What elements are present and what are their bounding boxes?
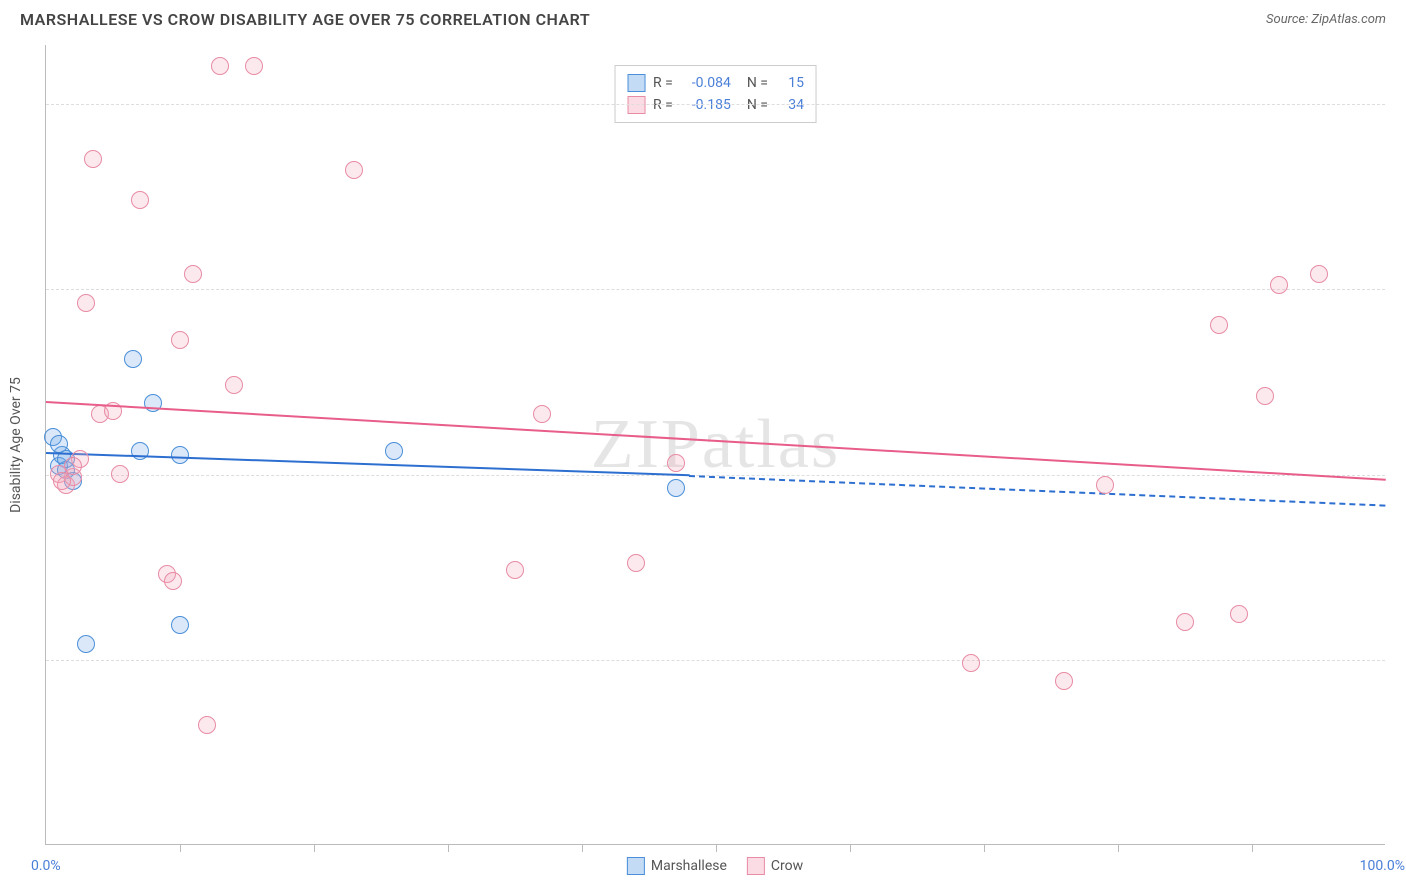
x-tick (984, 844, 985, 852)
x-tick (582, 844, 583, 852)
x-tick (1252, 844, 1253, 852)
r-label: R = (653, 75, 673, 91)
x-tick (850, 844, 851, 852)
data-point (225, 376, 243, 394)
r-value: -0.084 (681, 75, 731, 91)
legend-item: Crow (747, 857, 803, 875)
x-tick (1118, 844, 1119, 852)
stats-legend: R =-0.084N =15R =-0.185N =34 (614, 65, 817, 123)
plot-area: ZIPatlas Disability Age Over 75 0.0% 100… (45, 45, 1385, 845)
data-point (164, 572, 182, 590)
data-point (53, 472, 71, 490)
y-tick-label: 50.0% (1395, 467, 1406, 483)
n-label: N = (747, 75, 768, 91)
data-point (1176, 613, 1194, 631)
data-point (184, 265, 202, 283)
data-point (385, 442, 403, 460)
y-axis-label: Disability Age Over 75 (8, 377, 24, 513)
data-point (245, 57, 263, 75)
data-point (627, 554, 645, 572)
data-point (211, 57, 229, 75)
data-point (131, 442, 149, 460)
legend-swatch (747, 857, 765, 875)
gridline-h (46, 660, 1385, 661)
data-point (345, 161, 363, 179)
data-point (1270, 276, 1288, 294)
data-point (1055, 672, 1073, 690)
legend-series-name: Crow (771, 858, 803, 874)
chart-container: ZIPatlas Disability Age Over 75 0.0% 100… (45, 45, 1385, 845)
data-point (84, 150, 102, 168)
data-point (171, 331, 189, 349)
regression-line (46, 452, 689, 476)
chart-title: MARSHALLESE VS CROW DISABILITY AGE OVER … (20, 10, 590, 29)
x-tick (716, 844, 717, 852)
data-point (1310, 265, 1328, 283)
data-point (667, 479, 685, 497)
data-point (1096, 476, 1114, 494)
data-point (124, 350, 142, 368)
data-point (667, 454, 685, 472)
x-axis-min-label: 0.0% (31, 858, 61, 874)
x-tick (314, 844, 315, 852)
y-tick-label: 75.0% (1395, 281, 1406, 297)
data-point (198, 716, 216, 734)
data-point (506, 561, 524, 579)
data-point (1230, 605, 1248, 623)
legend-series-name: Marshallese (651, 858, 727, 874)
data-point (131, 191, 149, 209)
legend-swatch (627, 857, 645, 875)
data-point (533, 405, 551, 423)
legend-item: Marshallese (627, 857, 727, 875)
n-value: 15 (776, 75, 804, 91)
regression-line (46, 401, 1386, 481)
x-axis-max-label: 100.0% (1360, 858, 1405, 874)
data-point (1210, 316, 1228, 334)
x-tick (180, 844, 181, 852)
y-tick-label: 100.0% (1395, 96, 1406, 112)
x-tick (448, 844, 449, 852)
data-point (171, 446, 189, 464)
data-point (77, 635, 95, 653)
y-tick-label: 25.0% (1395, 652, 1406, 668)
gridline-h (46, 104, 1385, 105)
legend-swatch (627, 74, 645, 92)
data-point (50, 435, 68, 453)
data-point (962, 654, 980, 672)
data-point (111, 465, 129, 483)
series-legend: Marshallese Crow (627, 857, 803, 875)
source-attribution: Source: ZipAtlas.com (1266, 12, 1386, 27)
regression-line (689, 475, 1386, 507)
data-point (77, 294, 95, 312)
gridline-h (46, 289, 1385, 290)
stats-legend-row: R = -0.084 N = 15 (627, 72, 804, 94)
data-point (171, 616, 189, 634)
data-point (1256, 387, 1274, 405)
